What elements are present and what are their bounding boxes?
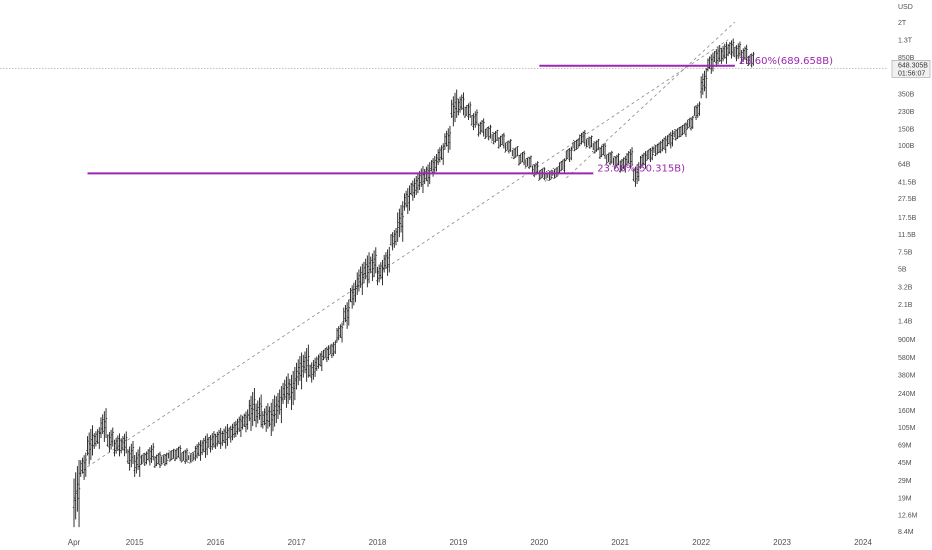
y-tick-label: 64B <box>898 162 911 169</box>
x-tick-label: Apr <box>68 538 81 547</box>
y-tick-label: 41.5B <box>898 179 917 186</box>
fib-annotations: 23.60%(689.658B) 23.60%(50.315B) <box>87 56 833 175</box>
y-tick-label: 350B <box>898 92 915 99</box>
x-tick-label: 2017 <box>288 538 306 547</box>
y-tick-label: 900M <box>898 337 916 344</box>
x-tick-label: 2016 <box>207 538 225 547</box>
y-tick-label: 2.1B <box>898 302 913 309</box>
x-tick-label: 2023 <box>773 538 791 547</box>
x-tick-label: 2021 <box>611 538 629 547</box>
y-tick-label: 69M <box>898 442 912 449</box>
y-tick-label: 150B <box>898 126 915 133</box>
price-tag-box <box>891 60 931 78</box>
y-tick-label: 11.5B <box>898 232 916 239</box>
trend-channel <box>87 21 736 468</box>
current-price-label: 648.305B <box>898 62 928 69</box>
y-tick-label: 580M <box>898 355 916 362</box>
y-tick-label: 8.4M <box>898 529 914 536</box>
y-tick-label: 100B <box>898 143 915 150</box>
countdown-label: 01:56:07 <box>898 70 925 77</box>
y-tick-label: 1.4B <box>898 319 913 326</box>
y-tick-label: 3.2B <box>898 285 913 292</box>
y-tick-label: 850B <box>898 55 915 62</box>
x-tick-label: 2020 <box>530 538 548 547</box>
y-tick-label: 1.3T <box>898 38 913 45</box>
x-tick-label: 2022 <box>692 538 710 547</box>
y-tick-label: 160M <box>898 408 916 415</box>
y-tick-label: 45M <box>898 460 912 467</box>
x-tick-label: 2019 <box>449 538 467 547</box>
ohlc-bars <box>72 38 755 528</box>
y-tick-label: 2T <box>898 20 907 27</box>
y-axis: USD 2T 1.3T 850B 350B 230B 150B 100B 64B 41.5B 27.… <box>898 4 918 536</box>
x-tick-label: 2024 <box>854 538 872 547</box>
y-tick-label: 7.5B <box>898 250 913 257</box>
y-tick-label: 12.6M <box>898 512 918 519</box>
x-tick-label: 2018 <box>369 538 387 547</box>
trend-line-lower <box>87 39 729 468</box>
y-tick-label: 27.5B <box>898 196 917 203</box>
y-tick-label: 240M <box>898 391 916 398</box>
x-tick-label: 2015 <box>126 538 144 547</box>
y-tick-label: 19M <box>898 495 912 502</box>
y-tick-label: 5B <box>898 266 907 273</box>
fib-label: 23.60%(50.315B) <box>597 163 685 174</box>
y-tick-label: 380M <box>898 372 916 379</box>
y-tick-label: 105M <box>898 425 916 432</box>
fib-label: 23.60%(689.658B) <box>739 56 833 67</box>
x-axis: Apr 2015 2016 2017 2018 2019 2020 2021 2022 2023 2… <box>0 68 888 547</box>
y-tick-label: 17.5B <box>898 215 917 222</box>
y-unit-label: USD <box>898 4 913 11</box>
y-tick-label: 29M <box>898 478 912 485</box>
y-tick-label: 230B <box>898 109 915 116</box>
